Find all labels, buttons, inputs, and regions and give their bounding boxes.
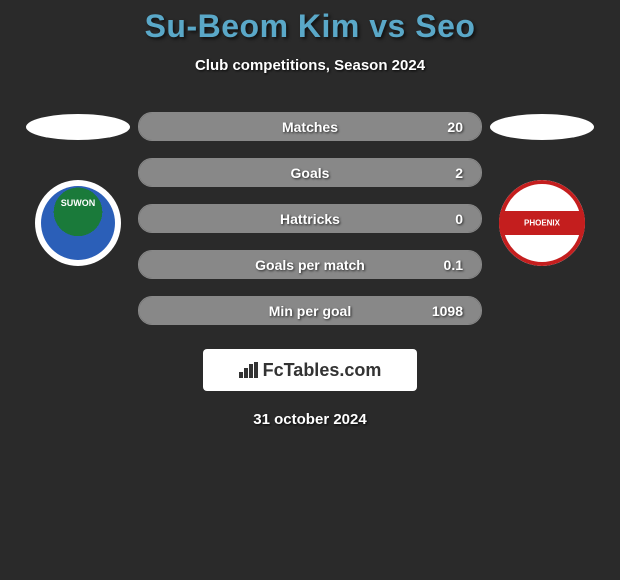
brand-box[interactable]: FcTables.com — [203, 349, 417, 391]
left-column: SUWON — [18, 112, 138, 266]
page-title: Su-Beom Kim vs Seo — [0, 8, 620, 45]
stat-row-min-per-goal: Min per goal 1098 — [138, 296, 482, 325]
stats-column: Matches 20 Goals 2 Hattricks 0 Goals per… — [138, 112, 482, 325]
stat-row-goals-per-match: Goals per match 0.1 — [138, 250, 482, 279]
stat-label: Min per goal — [269, 303, 351, 319]
stat-label: Goals — [291, 165, 330, 181]
stat-label: Goals per match — [255, 257, 365, 273]
stat-right-value: 2 — [455, 165, 463, 181]
stat-right-value: 0 — [455, 211, 463, 227]
stat-label: Hattricks — [280, 211, 340, 227]
chart-icon — [239, 362, 259, 378]
brand-text: FcTables.com — [263, 360, 382, 381]
left-club-badge: SUWON — [35, 180, 121, 266]
right-player-avatar — [490, 114, 594, 140]
stat-right-value: 1098 — [432, 303, 463, 319]
right-club-name: PHOENIX — [499, 219, 585, 228]
stat-row-hattricks: Hattricks 0 — [138, 204, 482, 233]
date-line: 31 october 2024 — [0, 411, 620, 428]
left-player-avatar — [26, 114, 130, 140]
stat-row-goals: Goals 2 — [138, 158, 482, 187]
stat-row-matches: Matches 20 — [138, 112, 482, 141]
right-column: PHOENIX — [482, 112, 602, 266]
stat-right-value: 0.1 — [444, 257, 463, 273]
right-club-badge: PHOENIX — [499, 180, 585, 266]
left-club-name: SUWON — [35, 198, 121, 208]
subtitle: Club competitions, Season 2024 — [0, 57, 620, 74]
main-row: SUWON Matches 20 Goals 2 Hattricks 0 — [0, 112, 620, 325]
stat-label: Matches — [282, 119, 338, 135]
stat-right-value: 20 — [447, 119, 463, 135]
